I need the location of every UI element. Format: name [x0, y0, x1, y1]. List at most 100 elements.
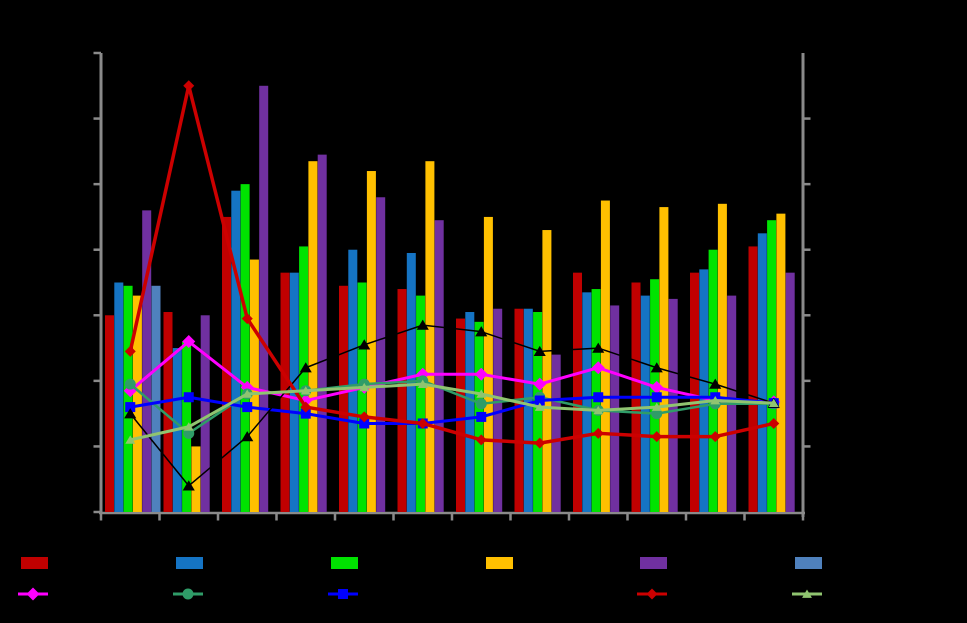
bars-blue-bar	[465, 312, 475, 512]
bars-dark-red-bar	[339, 285, 348, 512]
bars-orange-bar	[776, 213, 786, 512]
line-blue-marker	[359, 418, 370, 429]
bars-blue-bar	[582, 292, 592, 512]
bars-dark-red-bar	[514, 308, 524, 512]
bars-dark-red-bar	[397, 289, 407, 512]
line-magenta-marker	[650, 380, 664, 394]
line-black-marker	[533, 345, 546, 357]
bars-purple-bar	[259, 85, 269, 513]
line-sea-green-marker	[124, 378, 136, 390]
bars-green-bar	[240, 184, 250, 512]
line-light-green-marker	[768, 398, 779, 407]
line-dark-red-marker	[475, 434, 487, 446]
line-blue-marker	[651, 392, 662, 403]
line-dark-red-path	[128, 84, 776, 445]
bars-steel-blue-bar	[151, 285, 161, 512]
bars-orange	[132, 161, 786, 513]
bars-green	[123, 184, 777, 512]
bars-purple-bar	[434, 220, 444, 512]
line-light-green-marker	[242, 389, 253, 398]
line-dark-red-marker	[417, 417, 429, 429]
line-light-green-marker	[300, 386, 311, 395]
line-light-green-marker	[710, 396, 721, 405]
legend-line-marker-2	[182, 588, 194, 600]
legend-bar-swatch-1	[21, 557, 48, 569]
line-magenta-marker	[182, 335, 196, 349]
bars-dark-red-bar	[105, 315, 114, 512]
line-blue-marker	[242, 402, 253, 413]
legend-line-marker-3	[338, 589, 348, 599]
bars-steel-blue	[151, 285, 161, 512]
line-light-green-marker	[359, 382, 370, 392]
line-dark-red-marker	[592, 427, 604, 439]
line-light-green-marker	[534, 402, 545, 411]
bars-blue-bar	[523, 308, 533, 512]
line-sea-green-marker	[475, 398, 487, 410]
bars-purple-bar	[785, 272, 795, 512]
line-black-marker	[358, 339, 371, 350]
line-light-green-marker	[417, 379, 428, 388]
bars-orange-bar	[366, 171, 376, 512]
legend-bar-swatch-3	[331, 557, 358, 569]
legend-bar-swatch-4	[486, 557, 513, 569]
line-blue-marker	[125, 402, 136, 413]
bars-dark-red-bar	[690, 272, 699, 512]
line-blue-marker	[593, 392, 604, 403]
line-blue-path	[128, 395, 776, 425]
bars-orange-bar	[659, 207, 669, 513]
line-magenta-marker	[533, 377, 547, 391]
bars-green-bar	[357, 282, 367, 512]
bars-dark-red-bar	[456, 318, 465, 512]
line-light-green-marker	[651, 402, 662, 411]
bars-blue-bar	[757, 233, 767, 513]
bars-orange-bar	[425, 161, 435, 512]
bars-blue-bar	[699, 269, 709, 512]
bars-green-bar	[708, 249, 718, 512]
line-magenta-marker	[591, 361, 605, 375]
legend-bar-swatch-2	[176, 557, 203, 569]
line-light-green-marker	[476, 389, 487, 398]
legend-bar-swatch-6	[795, 557, 822, 569]
bars-green-bar	[767, 220, 777, 512]
legend-line-marker-6	[802, 589, 812, 598]
line-light-green-path	[128, 382, 776, 442]
line-black-marker	[299, 362, 312, 373]
bars-purple-bar	[200, 315, 210, 512]
legend-line-marker-5	[646, 588, 658, 600]
line-dark-red-marker	[300, 401, 312, 413]
line-black-marker	[241, 431, 254, 442]
line-dark-red-marker	[651, 431, 663, 443]
bars-blue-bar	[640, 295, 650, 512]
line-black-path	[129, 324, 775, 487]
line-black-marker	[182, 480, 195, 491]
line-magenta-marker	[474, 367, 488, 381]
line-dark-red-marker	[124, 345, 136, 357]
bars-orange-bar	[542, 230, 552, 513]
line-black-marker	[124, 408, 137, 419]
line-black-marker	[475, 326, 488, 337]
bars-green-bar	[299, 246, 309, 512]
bars-dark-red-bar	[163, 312, 173, 512]
bars-orange-bar	[249, 259, 259, 512]
line-blue-marker	[534, 395, 545, 406]
bars-dark-red-bar	[573, 272, 582, 512]
line-blue-marker	[183, 392, 194, 403]
axes	[93, 51, 811, 521]
line-dark-red	[124, 80, 780, 449]
bars-purple-bar	[551, 354, 561, 512]
bars-purple-bar	[493, 308, 503, 512]
line-dark-red-marker	[768, 417, 780, 429]
line-light-green	[125, 379, 779, 444]
bars-orange-bar	[600, 200, 610, 513]
bars-purple-bar	[376, 197, 386, 512]
line-light-green-marker	[125, 435, 136, 444]
legend-line-marker-1	[26, 587, 40, 601]
legend-line-marker-4	[491, 588, 505, 599]
bars-green-bar	[123, 285, 133, 512]
bars-dark-red-bar	[748, 246, 758, 512]
bars-dark-red-bar	[222, 216, 231, 512]
line-light-green-marker	[183, 422, 194, 431]
line-dark-red-marker	[183, 80, 195, 92]
line-dark-red-marker	[709, 431, 721, 443]
